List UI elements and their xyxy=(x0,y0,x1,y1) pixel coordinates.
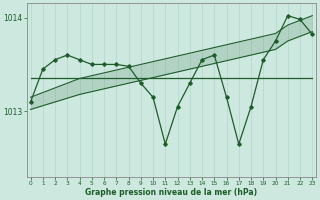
X-axis label: Graphe pression niveau de la mer (hPa): Graphe pression niveau de la mer (hPa) xyxy=(85,188,258,197)
